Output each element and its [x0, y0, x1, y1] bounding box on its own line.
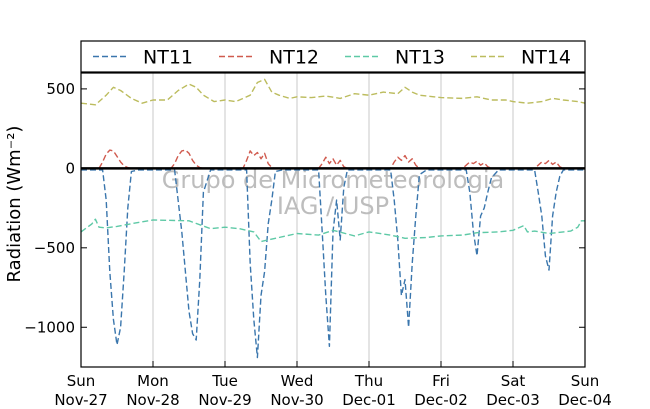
x-tick-day: Sun: [67, 372, 96, 390]
x-tick-date: Nov-29: [198, 391, 251, 409]
x-tick-date: Dec-02: [414, 391, 468, 409]
watermark: Grupo de Micrometeorologia IAG / USP: [162, 166, 504, 220]
legend-label-nt12: NT12: [269, 47, 319, 69]
y-tick-label: 500: [46, 80, 75, 98]
legend-label-nt11: NT11: [143, 47, 193, 69]
legend-label-nt14: NT14: [521, 47, 571, 69]
legend: NT11 NT12 NT13 NT14: [80, 40, 586, 73]
x-tick-day: Mon: [137, 372, 169, 390]
series-line-nt13: [80, 218, 585, 243]
x-tick-day: Thu: [354, 372, 383, 390]
series-line-nt12: [81, 149, 585, 170]
series-group: [80, 78, 586, 359]
vertical-gridlines: [152, 73, 514, 367]
x-tick-day: Tue: [211, 372, 238, 390]
x-tick-day: Fri: [432, 372, 450, 390]
legend-label-nt13: NT13: [395, 47, 445, 69]
x-tick-day: Wed: [281, 372, 314, 390]
y-tick-label: −500: [34, 239, 75, 257]
series-line-nt14: [80, 78, 586, 106]
x-tick-date: Dec-01: [342, 391, 396, 409]
y-axis-label: Radiation (Wm⁻²): [4, 126, 25, 283]
x-tick-date: Nov-28: [126, 391, 179, 409]
x-tick-date: Nov-27: [54, 391, 107, 409]
x-axis: SunNov-27MonNov-28TueNov-29WedNov-30ThuD…: [54, 361, 612, 409]
x-tick-date: Nov-30: [270, 391, 323, 409]
watermark-line-1: Grupo de Micrometeorologia: [162, 166, 504, 194]
plot-frame: [80, 72, 586, 368]
x-tick-day: Sun: [571, 372, 600, 390]
y-tick-label: −1000: [24, 318, 75, 336]
watermark-line-2: IAG / USP: [277, 192, 389, 220]
y-tick-label: 0: [65, 159, 75, 177]
x-tick-date: Dec-04: [558, 391, 612, 409]
x-tick-day: Sat: [501, 372, 526, 390]
x-tick-date: Dec-03: [486, 391, 540, 409]
series-line-nt11: [81, 169, 585, 359]
y-axis: 500 0 −500 −1000: [24, 80, 585, 336]
